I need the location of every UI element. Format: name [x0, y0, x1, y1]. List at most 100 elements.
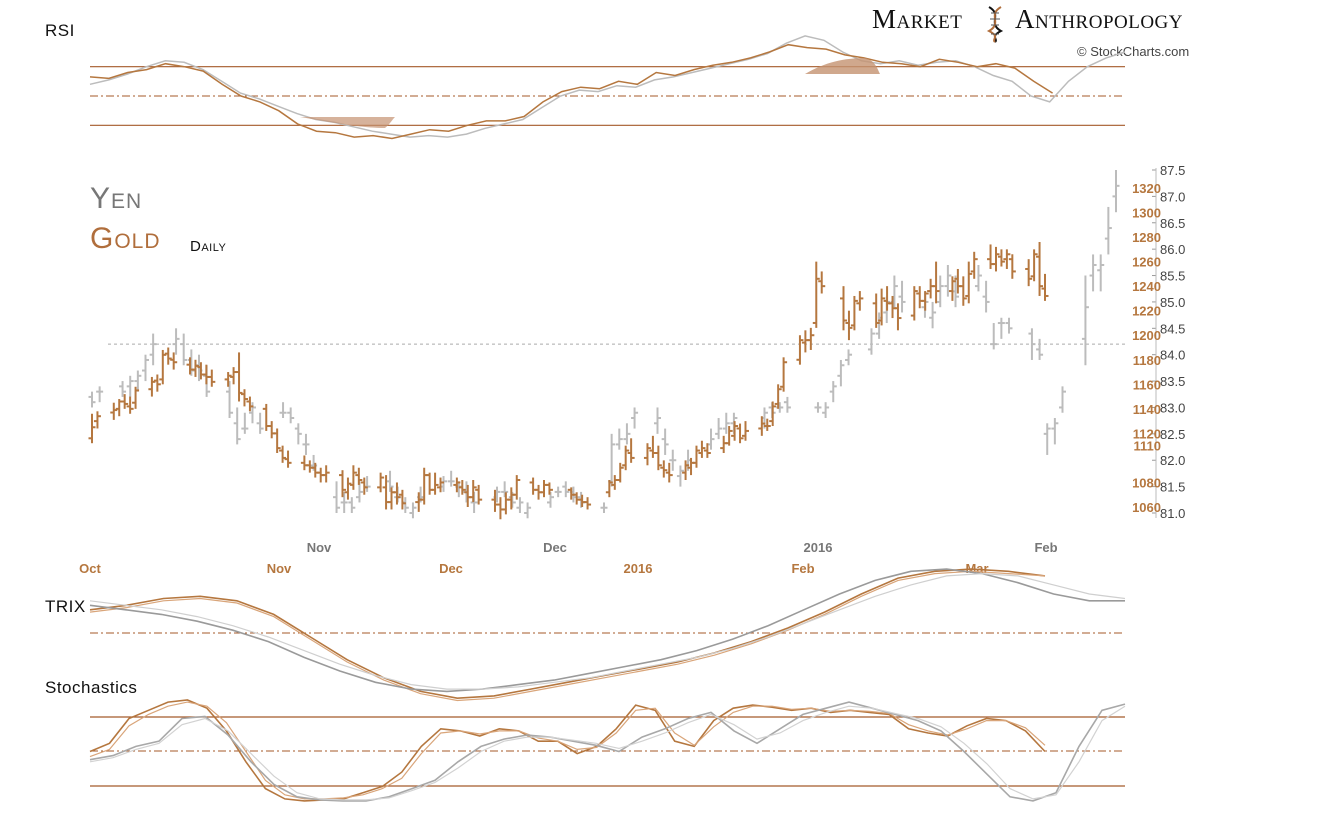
- yen-axis-label: 87.0: [1160, 189, 1185, 204]
- yen-bar: [88, 391, 96, 408]
- gold-bar: [959, 276, 967, 306]
- trix-signal-gold: [89, 570, 1046, 702]
- gold-axis-label: 1160: [1133, 377, 1161, 392]
- gold-bar: [932, 261, 940, 304]
- gold-bar: [349, 465, 357, 490]
- rsi-panel: [89, 35, 1126, 140]
- gold-bar: [916, 286, 924, 309]
- gold-bar: [654, 445, 662, 471]
- gold-axis-label: 1110: [1134, 439, 1162, 454]
- gold-bar: [856, 291, 864, 311]
- gold-bar: [850, 295, 858, 331]
- rsi-line-gold: [89, 43, 1053, 140]
- yen-bar: [929, 301, 937, 329]
- yen-bar: [867, 328, 875, 355]
- gold-bar: [475, 484, 483, 505]
- gold-bar: [377, 472, 385, 493]
- yen-bar: [600, 502, 608, 513]
- gold-bar: [660, 460, 668, 478]
- gold-bar: [159, 349, 167, 385]
- gold-bar: [763, 418, 771, 431]
- gold-bar: [796, 335, 804, 365]
- yen-axis-label: 82.0: [1160, 453, 1185, 468]
- gold-bar: [997, 249, 1005, 267]
- gold-bar: [121, 394, 129, 409]
- yen-bar: [149, 333, 157, 366]
- gold-bar: [393, 482, 401, 505]
- gold-axis-label: 1180: [1133, 353, 1161, 368]
- gold-bar: [725, 426, 733, 446]
- gold-bar: [769, 401, 777, 427]
- gold-axis-label: 1060: [1132, 500, 1161, 515]
- stochastics-panel-label: Stochastics: [45, 678, 138, 697]
- gold-bar: [208, 369, 216, 387]
- yen-bar: [126, 375, 134, 397]
- gold-bar: [703, 443, 711, 458]
- gold-bar: [273, 428, 281, 454]
- gold-bar: [268, 421, 276, 439]
- yen-bar: [348, 497, 356, 513]
- trix-panel: [89, 568, 1126, 702]
- yen-axis-label: 87.5: [1160, 163, 1185, 178]
- gold-bar: [240, 389, 248, 407]
- gold-bar: [801, 330, 809, 353]
- gold-bar: [453, 477, 461, 493]
- x-axis-label-yen: 2016: [804, 540, 833, 555]
- yen-axis-label: 85.5: [1160, 269, 1185, 284]
- yen-bar: [501, 481, 509, 498]
- yen-bar: [783, 396, 791, 413]
- gold-bar: [170, 352, 178, 370]
- yen-bar: [1097, 254, 1105, 292]
- gold-bar: [584, 497, 592, 510]
- yen-bar: [279, 402, 287, 419]
- brand-left: Market: [872, 4, 963, 34]
- yen-axis-label: 84.5: [1160, 321, 1185, 336]
- yen-bar: [409, 502, 417, 519]
- gold-axis-label: 1320: [1132, 181, 1161, 196]
- yen-bar: [982, 280, 990, 313]
- brand-right: Anthropology: [1015, 4, 1183, 34]
- rsi-overbought-shade: [805, 58, 880, 74]
- yen-axis-label: 85.0: [1160, 295, 1185, 310]
- yen-bar: [1036, 338, 1044, 360]
- gold-bar: [469, 480, 477, 503]
- gold-bar: [812, 261, 820, 328]
- yen-bar: [661, 428, 669, 455]
- yen-axis-label: 81.5: [1160, 480, 1185, 495]
- yen-bar: [447, 470, 455, 487]
- yen-bar: [845, 349, 853, 366]
- yen-bar: [631, 407, 639, 429]
- gold-bar: [148, 376, 156, 397]
- yen-bar: [386, 470, 394, 492]
- gold-bar: [894, 303, 902, 331]
- gold-bar: [545, 482, 553, 495]
- x-axis-label-gold: Dec: [439, 561, 463, 576]
- x-axis-label-yen: Feb: [1034, 540, 1057, 555]
- gold-bar: [665, 462, 673, 483]
- gold-bar: [507, 487, 515, 510]
- copyright-text: © StockCharts.com: [1077, 44, 1190, 59]
- yen-bar: [822, 402, 830, 419]
- gold-bar: [845, 310, 853, 341]
- yen-bar: [294, 423, 302, 445]
- gold-bar: [627, 438, 635, 463]
- gold-bar: [965, 261, 973, 304]
- gold-bar: [224, 372, 232, 387]
- gold-bar: [355, 467, 363, 485]
- gold-bar: [300, 455, 308, 471]
- yen-bar: [653, 407, 661, 434]
- yen-bar: [547, 491, 555, 508]
- yen-bar: [1081, 275, 1089, 366]
- x-axis-label-gold: Feb: [791, 561, 814, 576]
- gold-bar: [622, 445, 630, 471]
- x-axis-label-gold: Oct: [79, 561, 101, 576]
- yen-bar: [256, 412, 264, 434]
- rsi-panel-label: RSI: [45, 21, 75, 40]
- gold-axis-label: 1240: [1132, 279, 1161, 294]
- gold-bar: [878, 288, 886, 326]
- yen-bar: [134, 370, 142, 392]
- gold-axis-label: 1300: [1132, 206, 1161, 221]
- yen-bar: [669, 449, 677, 471]
- gold-bar: [529, 477, 537, 495]
- yen-bar: [1089, 254, 1097, 292]
